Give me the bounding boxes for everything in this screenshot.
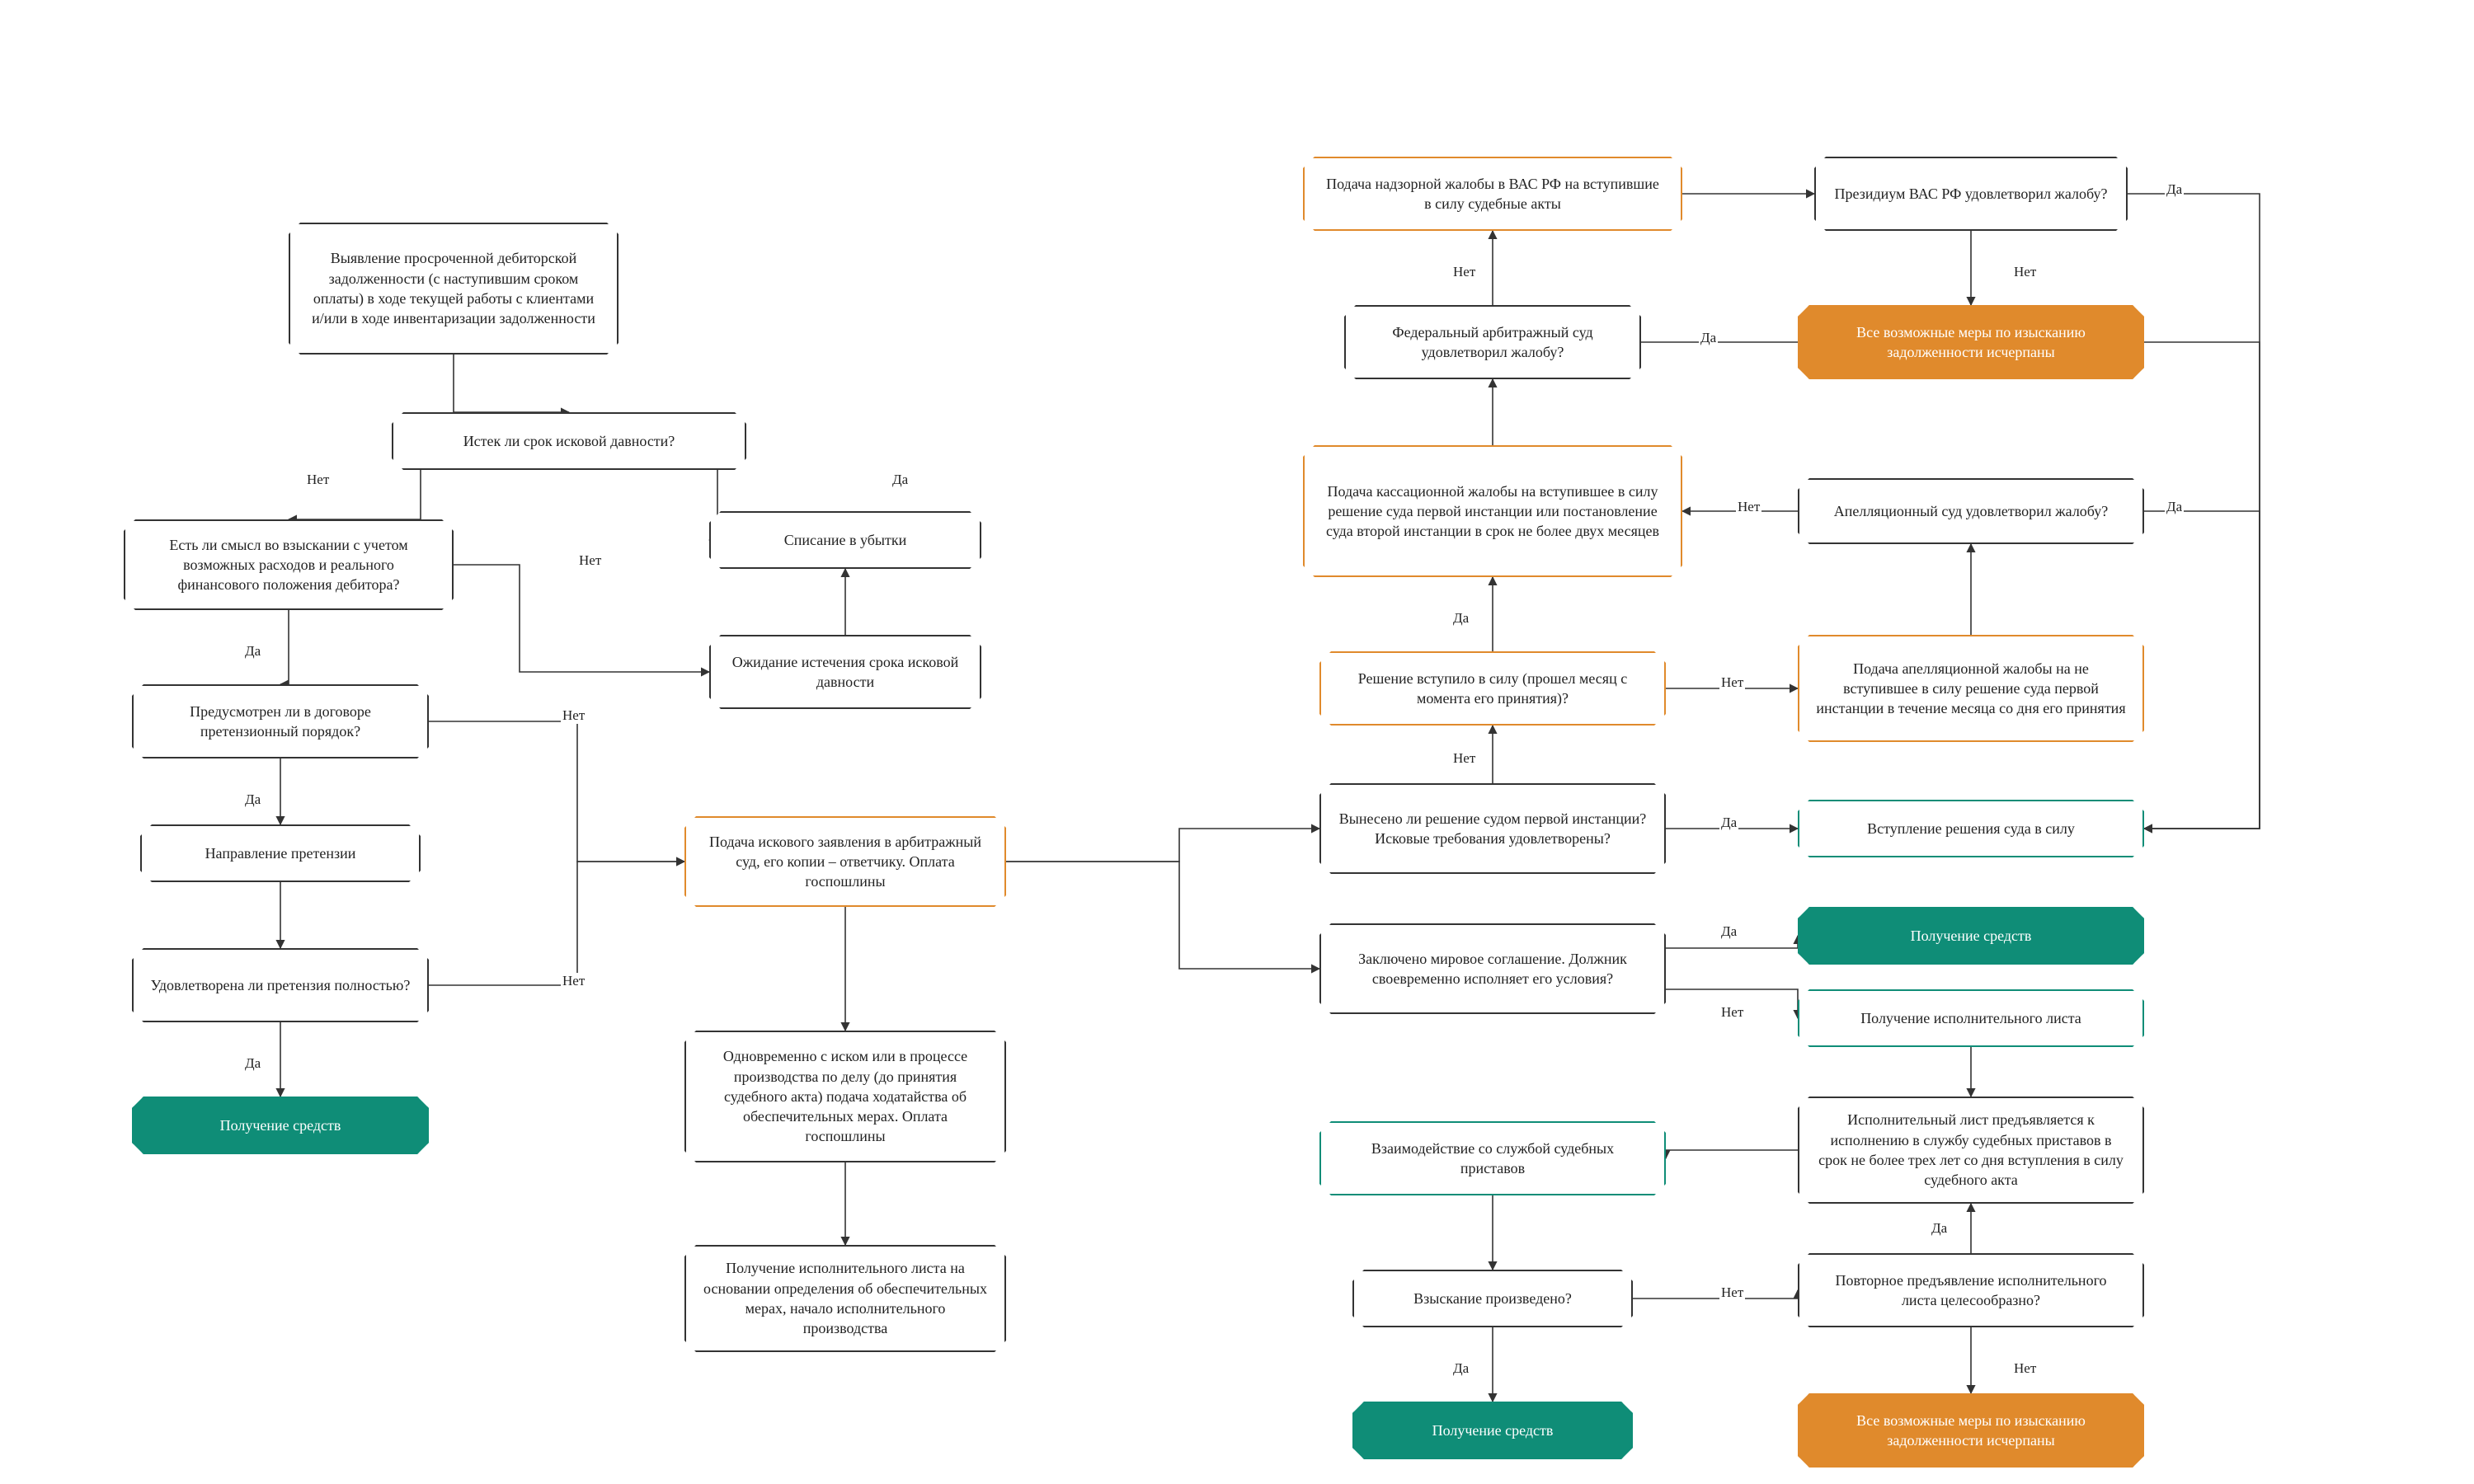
edge-n20-n22 xyxy=(2128,194,2260,829)
node-n29: Повторное предъявление исполнительного л… xyxy=(1798,1253,2144,1327)
node-n2: Истек ли срок исковой давности? xyxy=(392,412,746,470)
node-n9: Получение средств xyxy=(132,1097,429,1154)
edge-label-n16-n17: Нет xyxy=(1736,499,1761,515)
edge-label-n6-n7: Да xyxy=(243,791,262,808)
node-n25: Получение исполнительного листа xyxy=(1798,989,2144,1047)
node-n22: Вступление решения суда в силу xyxy=(1798,800,2144,857)
node-n19: Подача надзорной жалобы в ВАС РФ на всту… xyxy=(1303,157,1682,231)
edge-label-n8-n9: Да xyxy=(243,1055,262,1072)
edge-label-n20-n22: Да xyxy=(2165,181,2184,198)
edge-n8-n10 xyxy=(429,862,684,985)
edge-label-n29-n31: Нет xyxy=(2012,1360,2038,1377)
edge-label-n18-n19: Нет xyxy=(1451,264,1477,280)
edge-n3-n6 xyxy=(280,610,289,684)
node-n14: Решение вступило в силу (прошел месяц с … xyxy=(1319,651,1666,726)
node-n23: Заключено мировое соглашение. Должник св… xyxy=(1319,923,1666,1014)
edge-n10-n23 xyxy=(1006,862,1319,969)
edge-label-n2-n4: Да xyxy=(891,472,910,488)
edge-n28-n29 xyxy=(1633,1290,1798,1298)
edge-label-n23-n25: Нет xyxy=(1719,1004,1745,1021)
edge-label-n13-n22: Да xyxy=(1719,815,1738,831)
edge-n26-n27 xyxy=(1666,1150,1798,1158)
edge-label-n3-n5: Нет xyxy=(577,552,603,569)
edge-n16-n22 xyxy=(2144,511,2260,829)
node-n11: Одновременно с иском или в процессе прои… xyxy=(684,1031,1006,1162)
node-n4: Списание в убытки xyxy=(709,511,981,569)
node-n20: Президиум ВАС РФ удовлетворил жалобу? xyxy=(1814,157,2128,231)
node-n13: Вынесено ли решение судом первой инстанц… xyxy=(1319,783,1666,874)
edge-label-n28-n30: Да xyxy=(1451,1360,1470,1377)
edge-label-n16-n22: Да xyxy=(2165,499,2184,515)
node-n30: Получение средств xyxy=(1352,1402,1633,1459)
node-n18: Федеральный арбитражный суд удовлетворил… xyxy=(1344,305,1641,379)
edge-label-n28-n29: Нет xyxy=(1719,1284,1745,1301)
edge-label-n6-n10: Нет xyxy=(561,707,586,724)
node-n1: Выявление просроченной дебиторской задол… xyxy=(289,223,618,355)
node-n15: Подача апелляционной жалобы на не вступи… xyxy=(1798,635,2144,742)
edge-label-n2-n3: Нет xyxy=(305,472,331,488)
node-n7: Направление претензии xyxy=(140,824,421,882)
node-n10: Подача искового заявления в арбитражный … xyxy=(684,816,1006,907)
node-n5: Ожидание истечения срока исковой давност… xyxy=(709,635,981,709)
node-n26: Исполнительный лист предъявляется к испо… xyxy=(1798,1097,2144,1204)
edge-label-n20-n21: Нет xyxy=(2012,264,2038,280)
node-n31: Все возможные меры по изысканию задолжен… xyxy=(1798,1393,2144,1468)
node-n24: Получение средств xyxy=(1798,907,2144,965)
node-n8: Удовлетворена ли претензия полностью? xyxy=(132,948,429,1022)
edge-label-n14-n15: Нет xyxy=(1719,674,1745,691)
node-n12: Получение исполнительного листа на основ… xyxy=(684,1245,1006,1352)
flowchart-canvas: Выявление просроченной дебиторской задол… xyxy=(0,0,2474,1484)
edge-label-n29-n26: Да xyxy=(1930,1220,1949,1237)
edge-n10-n13 xyxy=(1006,829,1319,862)
node-n3: Есть ли смысл во взыскании с учетом возм… xyxy=(124,519,454,610)
edge-n18-n22 xyxy=(1641,342,2260,829)
node-n6: Предусмотрен ли в договоре претензионный… xyxy=(132,684,429,758)
node-n17: Подача кассационной жалобы на вступившее… xyxy=(1303,445,1682,577)
node-n16: Апелляционный суд удовлетворил жалобу? xyxy=(1798,478,2144,544)
edge-label-n8-n10: Нет xyxy=(561,973,586,989)
edge-label-n13-n14: Нет xyxy=(1451,750,1477,767)
edge-label-n18-n22: Да xyxy=(1699,330,1718,346)
edge-label-n3-n6: Да xyxy=(243,643,262,660)
node-n21: Все возможные меры по изысканию задолжен… xyxy=(1798,305,2144,379)
edge-n1-n2 xyxy=(454,355,569,412)
edge-label-n23-n24: Да xyxy=(1719,923,1738,940)
edge-label-n14-n17: Да xyxy=(1451,610,1470,627)
node-n28: Взыскание произведено? xyxy=(1352,1270,1633,1327)
edge-n6-n10 xyxy=(429,721,684,862)
edge-n3-n5 xyxy=(454,565,709,672)
node-n27: Взаимодействие со службой судебных прист… xyxy=(1319,1121,1666,1195)
